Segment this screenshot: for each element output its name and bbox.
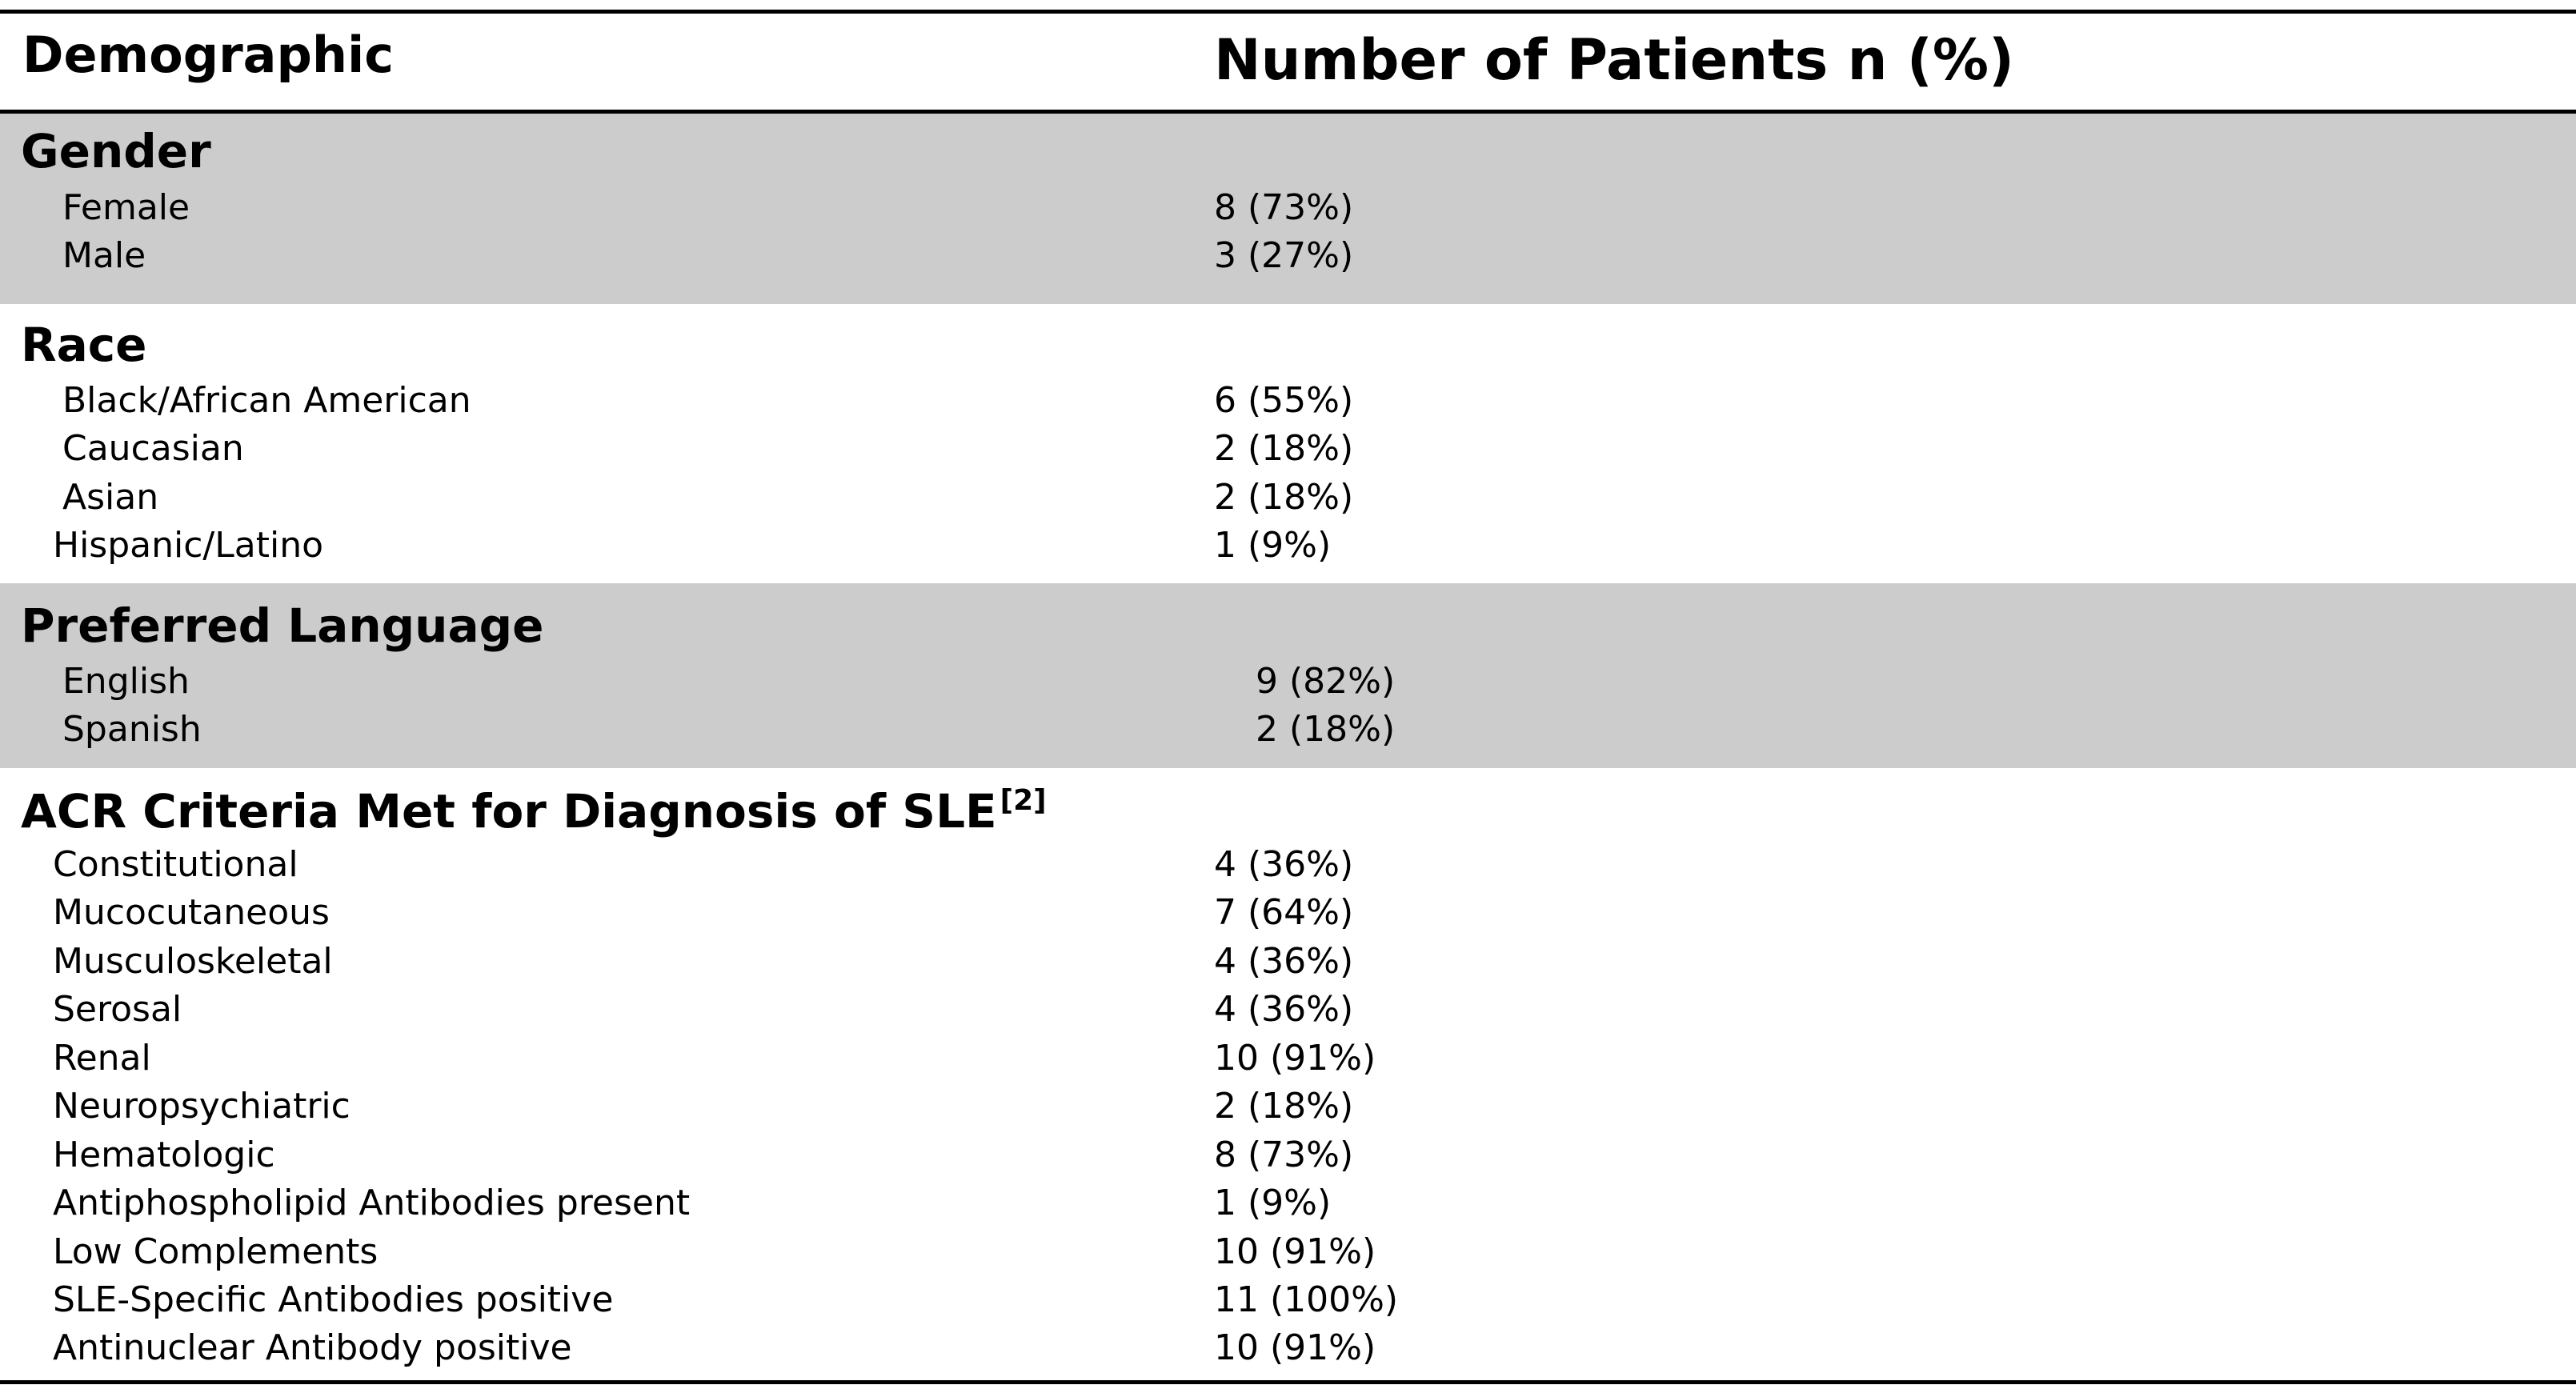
row-label-asian: Asian [62,477,159,518]
row-label-low-complements: Low Complements [53,1231,379,1272]
row-label-musculoskeletal: Musculoskeletal [53,941,333,982]
row-value-sle-specific-antibodies: 11 (100%) [1214,1279,1399,1320]
row-value-renal: 10 (91%) [1214,1038,1376,1079]
row-label-renal: Renal [53,1038,151,1079]
row-value-female: 8 (73%) [1214,187,1354,228]
section-title-preferred-language: Preferred Language [21,598,544,653]
row-label-serosal: Serosal [53,989,182,1030]
header-patients: Number of Patients n (%) [1214,27,2014,93]
row-value-constitutional: 4 (36%) [1214,844,1354,885]
row-label-sle-specific-antibodies: SLE-Specific Antibodies positive [53,1279,614,1320]
row-value-black-african-american: 6 (55%) [1214,380,1354,421]
top-rule [0,10,2576,14]
header-demographic: Demographic [22,26,395,84]
row-label-english: English [62,661,190,702]
section-title-acr-criteria-text: ACR Criteria Met for Diagnosis of SLE [21,784,997,839]
row-value-male: 3 (27%) [1214,235,1354,276]
row-label-male: Male [62,235,146,276]
row-value-hematologic: 8 (73%) [1214,1135,1354,1175]
row-value-mucocutaneous: 7 (64%) [1214,892,1354,933]
row-label-constitutional: Constitutional [53,844,298,885]
row-value-neuropsychiatric: 2 (18%) [1214,1086,1354,1127]
row-label-neuropsychiatric: Neuropsychiatric [53,1086,351,1127]
row-value-low-complements: 10 (91%) [1214,1231,1376,1272]
gender-band [0,111,2576,304]
row-value-antinuclear-antibody: 10 (91%) [1214,1327,1376,1368]
row-label-mucocutaneous: Mucocutaneous [53,892,330,933]
citation-superscript: [2] [1000,784,1047,817]
row-label-black-african-american: Black/African American [62,380,471,421]
row-label-hispanic-latino: Hispanic/Latino [53,525,324,566]
section-title-acr-criteria: ACR Criteria Met for Diagnosis of SLE [2] [21,787,1047,835]
row-value-english: 9 (82%) [1256,661,1396,702]
row-value-caucasian: 2 (18%) [1214,428,1354,469]
row-value-spanish: 2 (18%) [1256,709,1396,750]
row-label-antiphospholipid-antibodies: Antiphospholipid Antibodies present [53,1183,691,1223]
header-rule [0,110,2576,114]
bottom-rule [0,1380,2576,1384]
row-label-antinuclear-antibody: Antinuclear Antibody positive [53,1327,572,1368]
row-label-caucasian: Caucasian [62,428,244,469]
row-value-serosal: 4 (36%) [1214,989,1354,1030]
row-value-asian: 2 (18%) [1214,477,1354,518]
row-value-musculoskeletal: 4 (36%) [1214,941,1354,982]
section-title-race: Race [21,318,147,372]
row-value-hispanic-latino: 1 (9%) [1214,525,1332,566]
section-title-gender: Gender [21,124,211,178]
row-label-spanish: Spanish [62,709,202,750]
language-band [0,583,2576,768]
row-label-hematologic: Hematologic [53,1135,275,1175]
row-label-female: Female [62,187,190,228]
row-value-antiphospholipid-antibodies: 1 (9%) [1214,1183,1332,1223]
